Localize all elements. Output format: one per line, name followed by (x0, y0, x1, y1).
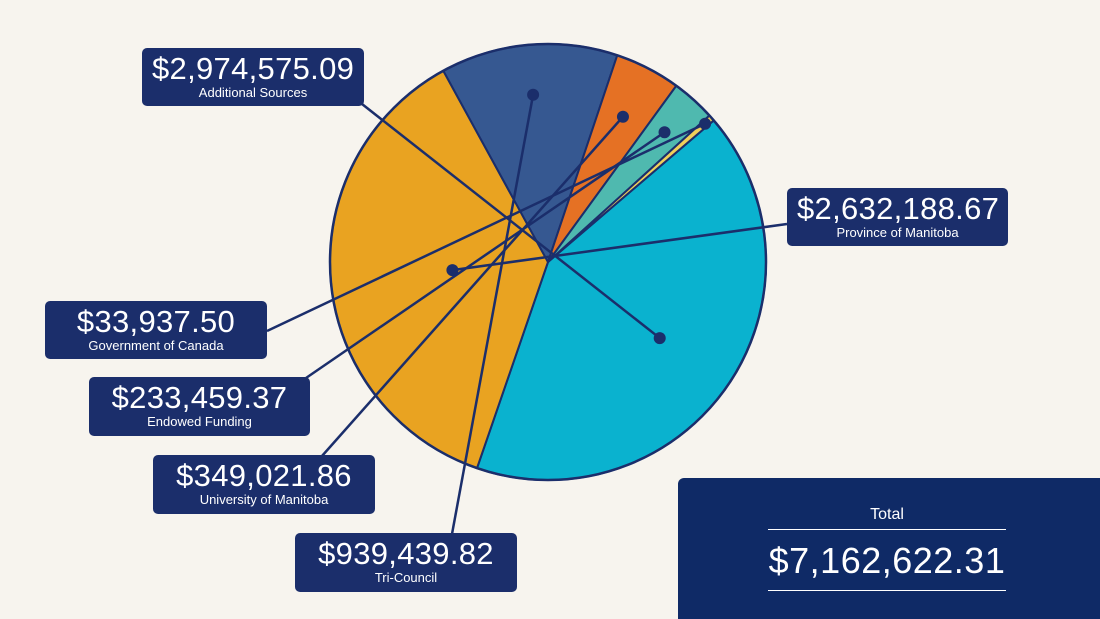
leader-dot-tri-council (527, 88, 540, 101)
pie-slices (328, 42, 768, 482)
amount-government-of-canada: $33,937.50 (76, 304, 236, 339)
amount-province-of-manitoba: $2,632,188.67 (797, 191, 1000, 226)
label-tri-council: Tri-Council (374, 570, 438, 585)
label-university-of-manitoba: University of Manitoba (199, 492, 329, 507)
total-value: $7,162,622.31 (768, 540, 1006, 581)
leader-dot-province-of-manitoba (446, 264, 459, 277)
total-label: Total (870, 506, 904, 523)
callout-additional-sources: $2,974,575.09 Additional Sources (142, 48, 364, 106)
amount-additional-sources: $2,974,575.09 (152, 51, 355, 86)
total-panel: Total $7,162,622.31 (678, 478, 1100, 619)
amount-university-of-manitoba: $349,021.86 (176, 458, 352, 493)
callout-university-of-manitoba: $349,021.86 University of Manitoba (153, 455, 375, 514)
total-divider-bottom (768, 590, 1006, 591)
label-endowed-funding: Endowed Funding (147, 414, 252, 429)
leader-line-university-of-manitoba (321, 115, 624, 457)
total-divider-top (768, 529, 1006, 530)
callout-tri-council: $939,439.82 Tri-Council (295, 533, 517, 592)
label-additional-sources: Additional Sources (198, 85, 308, 100)
leader-line-endowed-funding (305, 131, 666, 380)
label-government-of-canada: Government of Canada (88, 338, 224, 353)
leader-dot-government-of-canada (699, 117, 712, 130)
callout-government-of-canada: $33,937.50 Government of Canada (45, 301, 267, 359)
amount-tri-council: $939,439.82 (318, 536, 494, 571)
label-province-of-manitoba: Province of Manitoba (836, 225, 959, 240)
pie-outline (328, 42, 768, 482)
leader-dot-university-of-manitoba (616, 110, 629, 123)
leader-dot-endowed-funding (658, 126, 671, 139)
leader-line-province-of-manitoba (452, 222, 788, 272)
leader-line-government-of-canada (266, 122, 706, 333)
callout-province-of-manitoba: $2,632,188.67 Province of Manitoba (787, 188, 1008, 246)
leader-line-tri-council (450, 94, 535, 535)
callout-endowed-funding: $233,459.37 Endowed Funding (89, 377, 310, 436)
amount-endowed-funding: $233,459.37 (111, 380, 288, 415)
leader-lines (266, 88, 788, 535)
leader-dot-additional-sources (653, 332, 666, 345)
